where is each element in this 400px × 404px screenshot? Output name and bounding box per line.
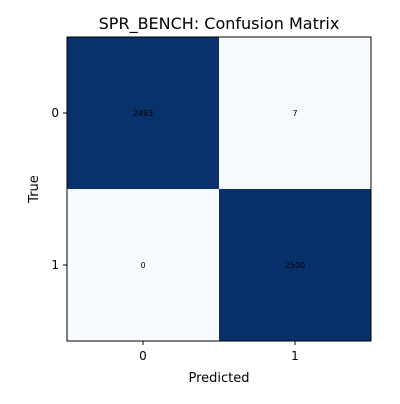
- x-tick-label: 1: [291, 349, 299, 363]
- cell-value-label-0-1: 7: [292, 109, 297, 118]
- heatmap-cell-1-0: [67, 189, 219, 341]
- y-axis-label: True: [27, 175, 42, 204]
- y-tick-label: 1: [51, 258, 59, 272]
- heatmap-cell-0-1: [219, 37, 371, 189]
- y-axis-ticks: 01: [51, 106, 67, 272]
- plot-frame: [66, 36, 372, 342]
- cell-value-label-1-0: 0: [140, 261, 145, 270]
- heatmap-cell-1-1: [219, 189, 371, 341]
- x-tick-label: 0: [139, 349, 147, 363]
- cell-value-label-0-0: 2493: [133, 109, 153, 118]
- x-axis-label: Predicted: [188, 371, 249, 386]
- chart-title: SPR_BENCH: Confusion Matrix: [99, 14, 340, 34]
- y-tick-label: 0: [51, 106, 59, 120]
- heatmap-cell-0-0: [67, 37, 219, 189]
- heatmap-cells: 2493 7 0 2500: [67, 37, 371, 341]
- cell-value-label-1-1: 2500: [285, 261, 305, 270]
